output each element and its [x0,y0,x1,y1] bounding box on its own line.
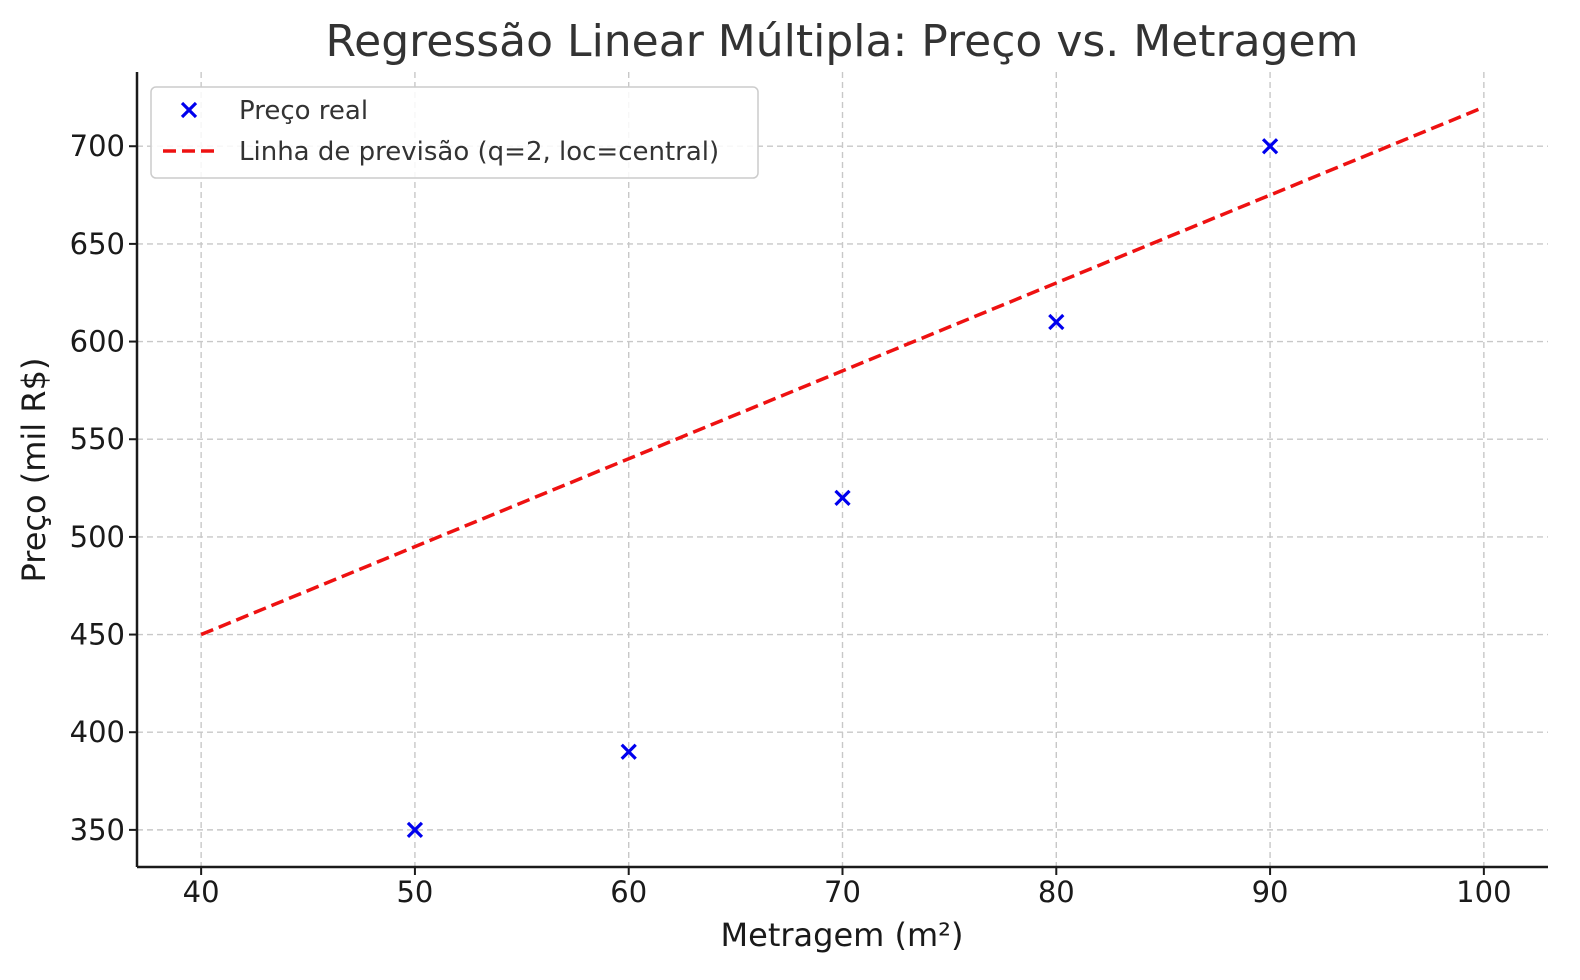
x-tick-label: 90 [1252,875,1289,909]
marker-stroke [1048,313,1065,331]
plot-area [200,105,1485,839]
legend-marker-scatter [180,101,198,119]
scatter-point [1261,138,1279,155]
legend-box [150,86,759,179]
y-tick-label: 600 [70,325,125,359]
y-axis-label: Preço (mil R$) [15,358,53,583]
marker-stroke [620,743,637,760]
scatter-point [834,489,851,506]
marker-stroke [406,821,424,839]
y-tick-label: 650 [70,227,125,261]
legend-x-marker [180,101,198,119]
legend-label-line: Linha de previsão (q=2, loc=central) [239,137,719,167]
y-tick-label: 350 [70,813,125,847]
scatter-point [1048,313,1065,331]
y-tick-label: 500 [70,520,125,554]
x-tick-label: 100 [1456,875,1511,909]
scatter-point [620,743,637,760]
y-tick-label: 450 [70,618,125,652]
prediction-line [200,105,1485,637]
y-tick-label: 400 [70,715,125,749]
y-tick-label: 550 [70,422,125,456]
x-tick-label: 60 [610,875,647,909]
chart-title: Regressão Linear Múltipla: Preço vs. Met… [326,16,1359,67]
x-axis-label: Metragem (m²) [721,916,964,954]
x-tick-label: 50 [396,875,433,909]
x-tick-label: 80 [1038,875,1075,909]
marker-stroke [1261,138,1279,155]
ticks: 40 50 60 70 80 90 100 350 400 450 500 550 600 650 700 [70,129,1512,909]
legend-label-scatter: Preço real [239,96,368,126]
x-tick-label: 40 [183,875,220,909]
scatter-point [406,821,424,839]
grid [137,72,1548,867]
x-tick-label: 70 [824,875,861,909]
legend: Preço real Linha de previsão (q=2, loc=c… [150,86,759,179]
y-tick-label: 700 [70,129,125,163]
marker-stroke [834,489,851,506]
marker-stroke [180,101,198,119]
